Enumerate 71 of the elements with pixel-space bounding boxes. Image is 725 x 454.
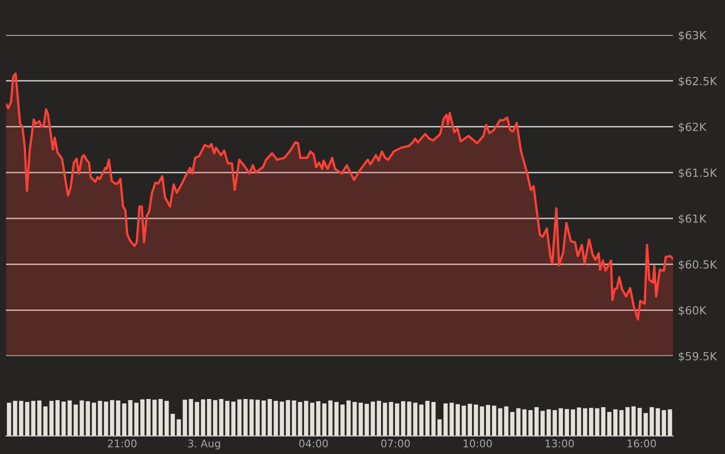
- bar: [564, 408, 570, 436]
- bar: [286, 400, 290, 436]
- bar: [668, 409, 672, 436]
- text: 10:00: [464, 440, 492, 448]
- bar: [231, 402, 236, 436]
- bar: [237, 399, 242, 436]
- bar: [474, 404, 478, 436]
- bar: [158, 399, 163, 436]
- y-tick-label: $60K: [678, 306, 707, 316]
- text: 21:00: [108, 440, 136, 448]
- bar: [340, 404, 345, 436]
- bar: [613, 409, 618, 436]
- bar: [534, 407, 539, 436]
- bar: [110, 400, 114, 436]
- bar: [55, 400, 60, 436]
- bar: [104, 402, 108, 436]
- bar: [582, 408, 588, 436]
- y-tick-label: $61.5K: [678, 168, 718, 178]
- bar: [625, 407, 630, 436]
- bar: [98, 400, 102, 436]
- bar: [662, 410, 666, 436]
- bar: [146, 399, 151, 436]
- bar: [346, 400, 351, 436]
- bar: [425, 400, 430, 436]
- bar: [382, 402, 388, 436]
- bar: [140, 399, 145, 436]
- bar: [6, 402, 12, 436]
- bar: [298, 402, 302, 436]
- bar: [194, 402, 200, 436]
- bar: [376, 400, 382, 436]
- bar: [492, 406, 496, 436]
- text: 13:00: [546, 440, 574, 448]
- bar: [61, 402, 66, 436]
- bar: [486, 404, 490, 436]
- bar: [480, 406, 484, 436]
- bar: [570, 409, 576, 436]
- bar: [437, 419, 442, 436]
- bar: [49, 400, 54, 436]
- bar: [334, 402, 339, 436]
- bar: [43, 406, 48, 436]
- bar: [631, 406, 636, 436]
- bar: [522, 409, 527, 436]
- bar: [443, 403, 448, 436]
- y-tick-label: $63K: [678, 30, 707, 41]
- bar: [516, 408, 520, 436]
- bar: [188, 399, 194, 436]
- bar: [243, 399, 248, 436]
- bar: [431, 402, 436, 436]
- y-tick-label: $59.5K: [678, 352, 718, 362]
- text: 16:00: [628, 440, 656, 448]
- bar: [528, 410, 533, 436]
- bar: [292, 400, 296, 436]
- bar: [152, 400, 157, 436]
- y-tick-label: $60.5K: [678, 260, 718, 270]
- bar: [92, 402, 96, 436]
- y-tick-label: $61K: [678, 214, 707, 224]
- bar: [249, 399, 254, 436]
- text: 3. Aug: [188, 440, 220, 450]
- text: 07:00: [381, 440, 410, 448]
- bar: [12, 400, 18, 436]
- bar: [394, 403, 400, 436]
- bar: [388, 402, 394, 436]
- y-tick-label: $62.5K: [678, 76, 718, 87]
- y-tick-label: $62K: [678, 122, 707, 133]
- bar: [328, 400, 333, 436]
- bar: [619, 410, 624, 436]
- text: 04:00: [299, 440, 328, 448]
- bar: [576, 408, 582, 436]
- bar: [182, 400, 187, 436]
- bar: [280, 402, 284, 436]
- bar: [200, 399, 206, 436]
